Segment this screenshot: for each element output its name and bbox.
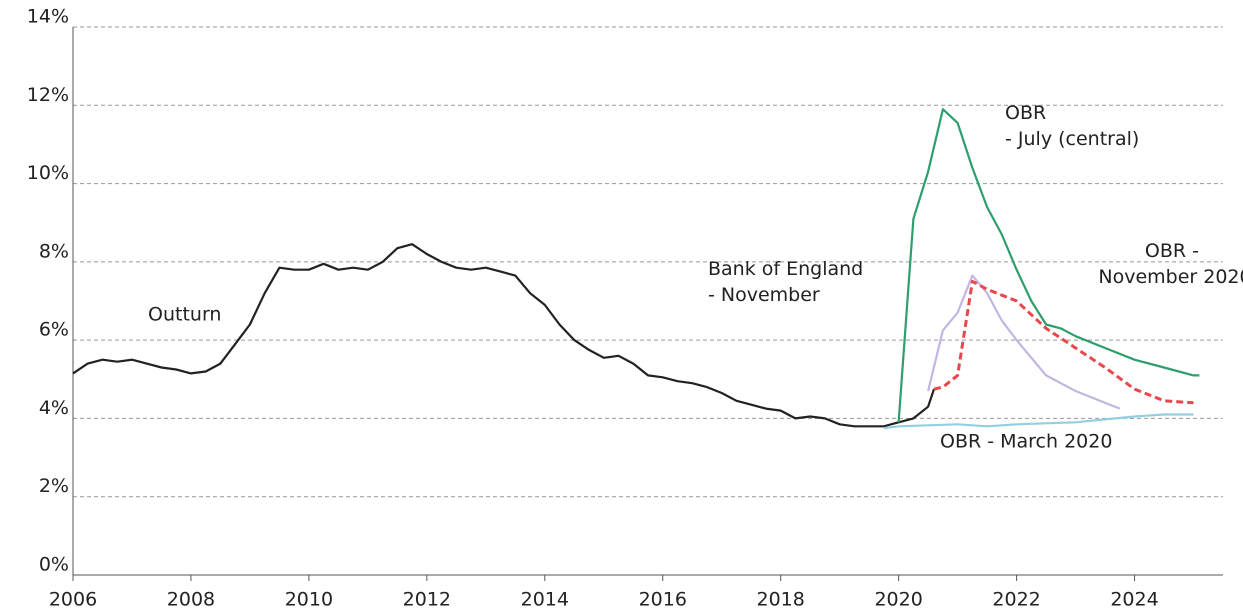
label-line: November 2020 bbox=[1098, 266, 1243, 288]
y-tick-label: 14% bbox=[27, 6, 69, 28]
label-line: - July (central) bbox=[1005, 128, 1139, 150]
y-tick-label: 12% bbox=[27, 84, 69, 106]
x-tick-label: 2014 bbox=[521, 589, 569, 611]
y-tick-label: 10% bbox=[27, 162, 69, 184]
x-tick-label: 2020 bbox=[874, 589, 922, 611]
series-label: OBR - March 2020 bbox=[940, 431, 1112, 453]
label-line: OBR - bbox=[1145, 240, 1205, 262]
y-tick-label: 2% bbox=[39, 475, 69, 497]
label-line: - November bbox=[708, 284, 820, 306]
y-tick-label: 8% bbox=[39, 240, 69, 262]
series-label: OBR - November 2020 bbox=[1098, 240, 1243, 288]
y-tick-label: 4% bbox=[39, 397, 69, 419]
x-tick-label: 2012 bbox=[403, 589, 451, 611]
x-tick-label: 2010 bbox=[285, 589, 333, 611]
series-line bbox=[897, 108, 1200, 423]
x-tick-label: 2022 bbox=[992, 589, 1040, 611]
series-label: OBR - July (central) bbox=[1005, 102, 1139, 150]
x-tick-label: 2008 bbox=[167, 589, 215, 611]
series-line bbox=[933, 279, 1194, 405]
x-tick-label: 2018 bbox=[757, 589, 805, 611]
label-line: OBR bbox=[1005, 102, 1052, 124]
series-label: Bank of England - November bbox=[708, 258, 869, 306]
series-line bbox=[927, 274, 1121, 410]
series-line bbox=[72, 243, 936, 428]
x-tick-label: 2006 bbox=[49, 589, 97, 611]
label-line: Bank of England bbox=[708, 258, 869, 280]
y-tick-label: 6% bbox=[39, 319, 69, 341]
x-tick-label: 2016 bbox=[639, 589, 687, 611]
y-tick-label: 0% bbox=[39, 554, 69, 576]
series-line bbox=[883, 413, 1194, 430]
x-tick-label: 2024 bbox=[1110, 589, 1158, 611]
series-label: Outturn bbox=[148, 304, 221, 326]
